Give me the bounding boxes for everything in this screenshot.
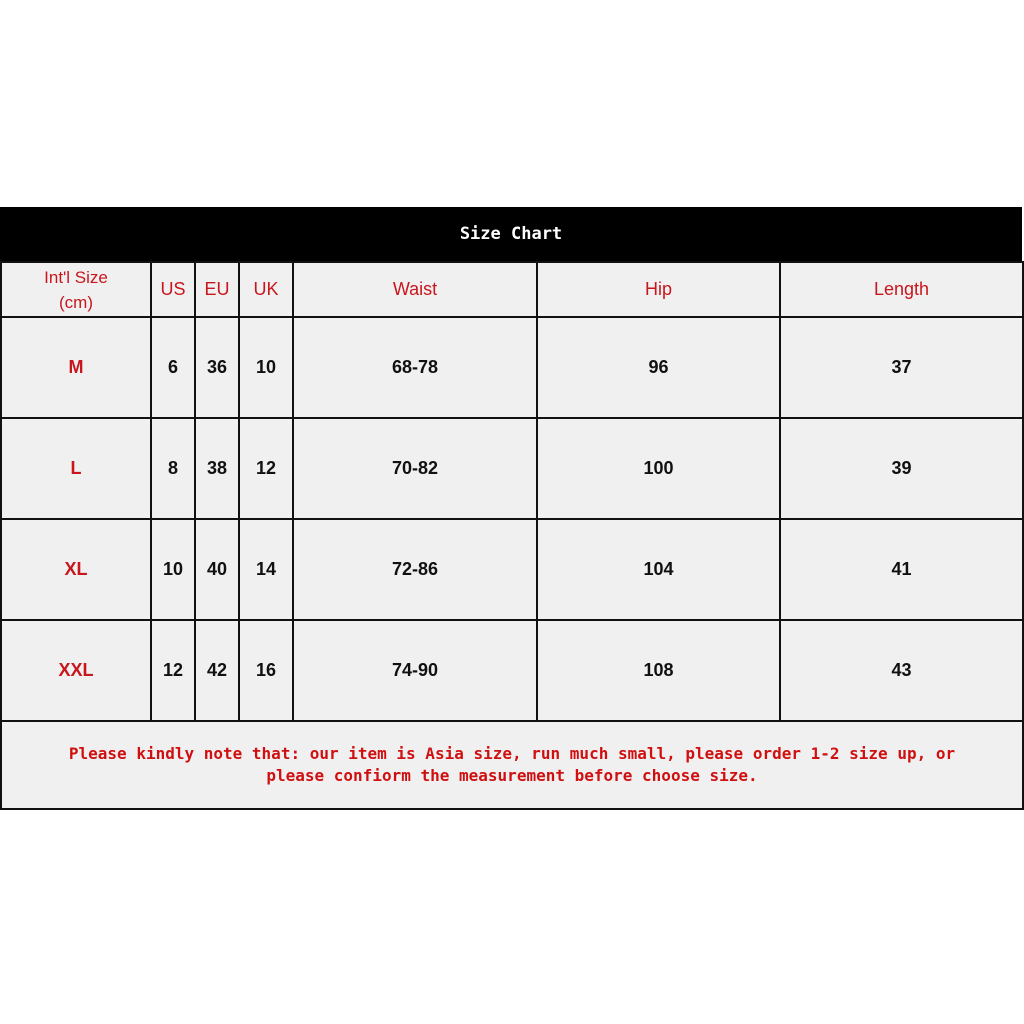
note-line1: Please kindly note that: our item is Asi… (68, 744, 956, 763)
cell-waist: 70-82 (292, 417, 538, 520)
header-uk: UK (238, 261, 294, 318)
cell-eu: 38 (194, 417, 240, 520)
cell-size: XL (0, 518, 152, 621)
cell-us: 8 (150, 417, 196, 520)
cell-uk: 12 (238, 417, 294, 520)
cell-waist: 74-90 (292, 619, 538, 722)
cell-length: 41 (779, 518, 1024, 621)
table-row: XXL 12 42 16 74-90 108 43 (0, 619, 1024, 722)
header-hip: Hip (536, 261, 781, 318)
size-note: Please kindly note that: our item is Asi… (0, 720, 1024, 810)
cell-eu: 40 (194, 518, 240, 621)
cell-hip: 104 (536, 518, 781, 621)
cell-eu: 42 (194, 619, 240, 722)
size-chart-title: Size Chart (0, 207, 1022, 261)
cell-size: XXL (0, 619, 152, 722)
cell-length: 39 (779, 417, 1024, 520)
table-row: M 6 36 10 68-78 96 37 (0, 316, 1024, 419)
header-waist: Waist (292, 261, 538, 318)
cell-waist: 72-86 (292, 518, 538, 621)
cell-us: 10 (150, 518, 196, 621)
size-table: Int'l Size (cm) US EU UK Waist Hip Length… (0, 261, 1024, 810)
cell-uk: 16 (238, 619, 294, 722)
header-row: Int'l Size (cm) US EU UK Waist Hip Length (0, 261, 1024, 318)
cell-uk: 14 (238, 518, 294, 621)
table-row: L 8 38 12 70-82 100 39 (0, 417, 1024, 520)
header-us: US (150, 261, 196, 318)
cell-waist: 68-78 (292, 316, 538, 419)
size-chart: Size Chart Int'l Size (cm) US EU UK Waist… (0, 207, 1024, 810)
header-eu: EU (194, 261, 240, 318)
cell-hip: 96 (536, 316, 781, 419)
cell-length: 37 (779, 316, 1024, 419)
table-row: XL 10 40 14 72-86 104 41 (0, 518, 1024, 621)
header-intl-line1: Int'l Size (44, 267, 108, 287)
header-intl-size: Int'l Size (cm) (0, 261, 152, 318)
header-length: Length (779, 261, 1024, 318)
cell-size: M (0, 316, 152, 419)
cell-hip: 100 (536, 417, 781, 520)
note-line2: please confiorm the measurement before c… (266, 766, 758, 785)
cell-uk: 10 (238, 316, 294, 419)
header-intl-line2: (cm) (59, 292, 93, 312)
cell-us: 12 (150, 619, 196, 722)
cell-eu: 36 (194, 316, 240, 419)
cell-hip: 108 (536, 619, 781, 722)
cell-us: 6 (150, 316, 196, 419)
cell-size: L (0, 417, 152, 520)
cell-length: 43 (779, 619, 1024, 722)
